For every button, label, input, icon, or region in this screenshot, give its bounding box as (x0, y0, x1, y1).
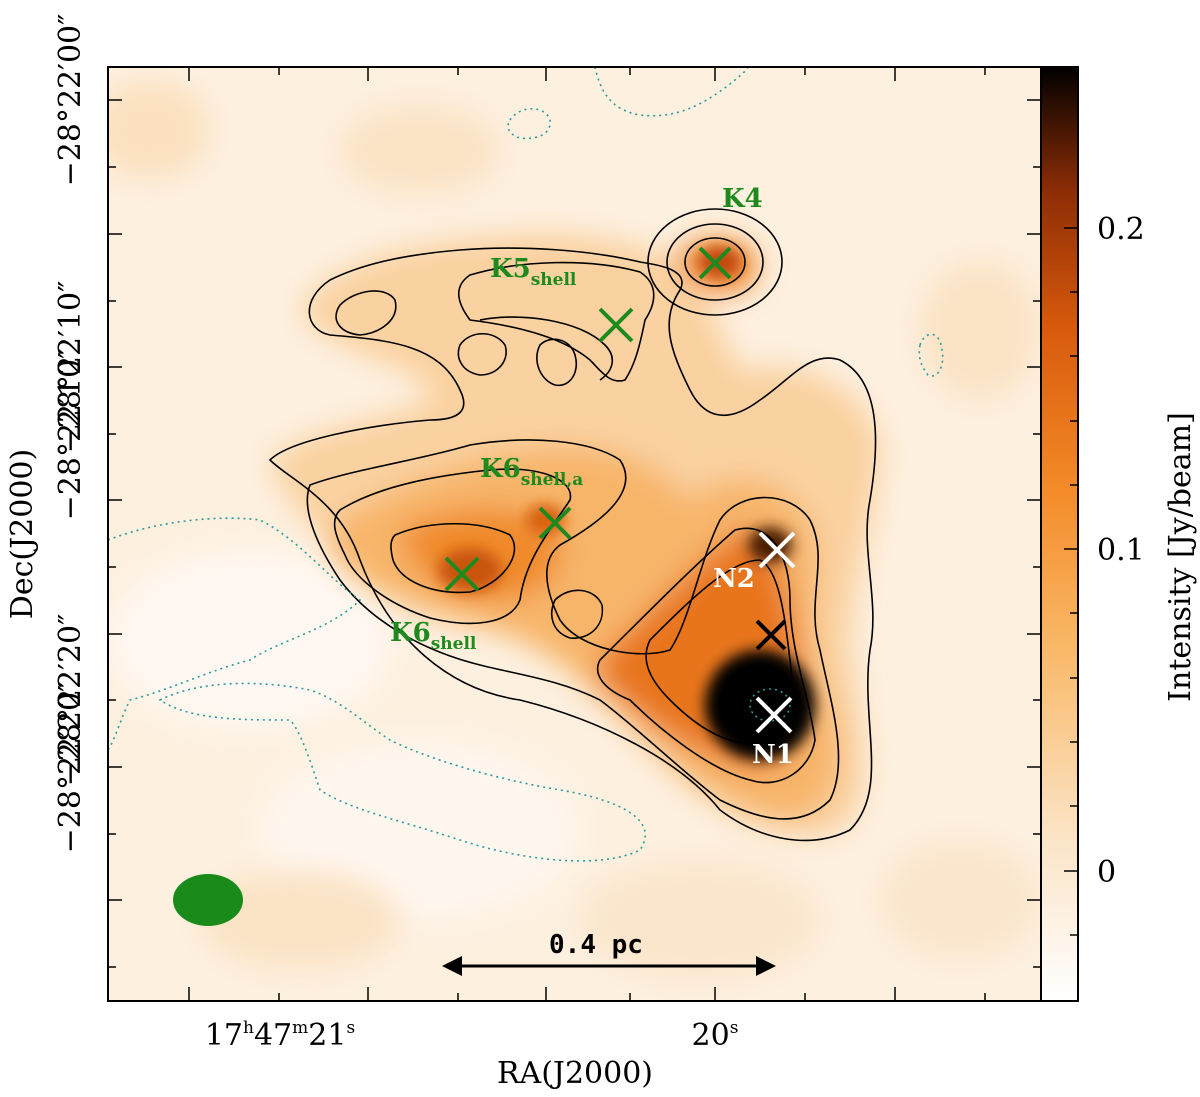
y-tick-label: −28°22′20″ (53, 614, 88, 787)
y-tick-label: −28°22′20″ (53, 681, 88, 854)
source-labels: K4 K5shell K6shell,a K6shell N2 N1 (390, 184, 794, 770)
scale-bar-label: 0.4 pc (549, 930, 643, 960)
label-k6-shell: K6shell (390, 618, 477, 654)
x-tick-label: 17h47m21s (205, 1018, 355, 1053)
colorbar: 0.2 0.1 0 Intensity [Jy/beam] (1040, 66, 1198, 1002)
label-k4: K4 (722, 184, 763, 214)
y-tick-label: −28°22′00″ (53, 14, 88, 187)
x-tick-label: 20s (692, 1018, 739, 1053)
contours (268, 208, 877, 842)
y-axis-ticks (108, 99, 1041, 968)
marker-n2 (758, 531, 796, 569)
colorbar-gradient (1040, 66, 1079, 1002)
marker-black (755, 619, 787, 651)
beam-ellipse (173, 874, 243, 926)
x-axis-ticks (188, 67, 986, 1001)
marker-k6-shell (444, 556, 480, 592)
background-texture (108, 80, 1040, 980)
y-tick-labels: −28°22′00″ −28°22′10″ −28°22′10″ −28°22′… (53, 14, 88, 854)
y-tick-label: −28°22′10″ (53, 281, 88, 454)
x-axis-title: RA(J2000) (497, 1056, 653, 1091)
marker-k4 (698, 246, 732, 280)
label-k5-shell: K5shell (490, 254, 577, 290)
source-markers (444, 246, 796, 734)
marker-k5-shell (598, 307, 634, 343)
colorbar-tick-label: 0.1 (1097, 533, 1145, 568)
label-n2: N2 (713, 564, 755, 594)
x-tick-labels: 17h47m21s 20s (205, 1018, 739, 1053)
y-tick-label: −28°22′10″ (53, 348, 88, 521)
colorbar-tick-label: 0 (1097, 855, 1116, 890)
intensity-map: K4 K5shell K6shell,a K6shell N2 N1 0.4 p… (108, 67, 1041, 1001)
negative-contours (108, 67, 944, 862)
marker-n1 (755, 696, 793, 734)
label-k6-shell-a: K6shell,a (480, 454, 583, 490)
label-n1: N1 (752, 740, 794, 770)
colorbar-ticks (1064, 227, 1078, 936)
scale-bar: 0.4 pc (442, 930, 776, 976)
colorbar-tick-label: 0.2 (1097, 212, 1145, 247)
colorbar-title: Intensity [Jy/beam] (1163, 412, 1198, 702)
marker-k6-shell-a (538, 506, 572, 540)
y-axis-title: Dec(J2000) (5, 449, 40, 619)
